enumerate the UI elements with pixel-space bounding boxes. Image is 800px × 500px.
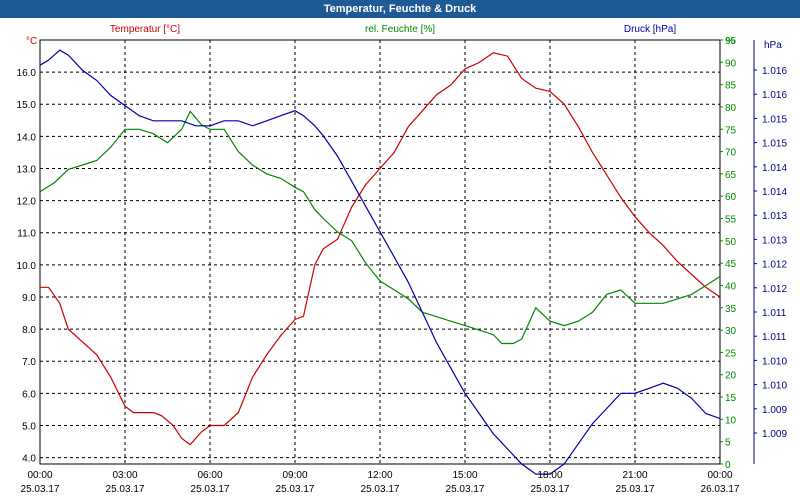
humidity-tick: 75 — [725, 125, 737, 136]
temperature-tick: 10.0 — [17, 261, 37, 272]
temperature-tick: 9.0 — [22, 293, 36, 304]
x-tick-date: 25.03.17 — [276, 484, 315, 495]
temperature-tick: 8.0 — [22, 325, 36, 336]
pressure-tick: 1.012 — [762, 284, 787, 295]
humidity-tick: 70 — [725, 148, 737, 159]
pressure-tick: 1.011 — [762, 308, 787, 319]
pressure-tick: 1.009 — [762, 405, 787, 416]
humidity-tick: 60 — [725, 192, 737, 203]
humidity-tick: 15 — [725, 393, 737, 404]
humidity-tick: 10 — [725, 415, 737, 426]
temperature-tick: 15.0 — [17, 100, 37, 111]
temperature-tick: 12.0 — [17, 197, 37, 208]
pressure-tick: 1.014 — [762, 187, 787, 198]
temperature-tick: 11.0 — [17, 229, 36, 240]
humidity-tick: 5 — [725, 438, 731, 449]
temperature-tick: 16.0 — [17, 68, 37, 79]
x-tick-time: 06:00 — [197, 470, 222, 481]
x-tick-time: 12:00 — [367, 470, 392, 481]
pressure-tick: 1.013 — [762, 211, 787, 222]
humidity-tick: 65 — [725, 170, 737, 181]
x-tick-time: 00:00 — [27, 470, 52, 481]
temperature-tick: 4.0 — [22, 454, 36, 465]
x-tick-time: 15:00 — [452, 470, 477, 481]
x-tick-date: 25.03.17 — [21, 484, 60, 495]
series-title: Temperatur [°C] — [110, 24, 180, 35]
humidity-tick: 85 — [725, 81, 737, 92]
grid — [40, 40, 720, 464]
series-line-temperature — [40, 52, 721, 446]
humidity-tick: 90 — [725, 58, 737, 69]
series-line-humidity — [39, 110, 721, 345]
temperature-tick: 13.0 — [17, 164, 37, 175]
humidity-tick: 55 — [725, 215, 737, 226]
pressure-tick: 1.014 — [762, 163, 787, 174]
humidity-axis-label: % — [726, 36, 735, 47]
x-tick-time: 21:00 — [622, 470, 647, 481]
temperature-tick: 7.0 — [22, 357, 36, 368]
x-tick-date: 26.03.17 — [701, 484, 740, 495]
x-tick-date: 25.03.17 — [616, 484, 655, 495]
x-tick-time: 09:00 — [282, 470, 307, 481]
pressure-axis-label: hPa — [764, 40, 782, 51]
chart-area: 00:00 25.03.17 03:00 25.03.17 06:00 25.03.17 0… — [17, 24, 788, 495]
humidity-tick: 45 — [725, 259, 737, 270]
pressure-tick: 1.010 — [762, 356, 787, 367]
temperature-axis-label: °C — [26, 36, 37, 47]
pressure-tick: 1.011 — [762, 332, 787, 343]
humidity-tick: 30 — [725, 326, 737, 337]
pressure-tick: 1.010 — [762, 381, 787, 392]
x-tick-date: 25.03.17 — [446, 484, 485, 495]
series-title: rel. Feuchte [%] — [365, 24, 435, 35]
x-tick-time: 00:00 — [707, 470, 732, 481]
humidity-tick: 80 — [725, 103, 737, 114]
x-tick-time: 18:00 — [537, 470, 562, 481]
humidity-tick: 50 — [725, 237, 737, 248]
humidity-tick: 35 — [725, 304, 737, 315]
humidity-tick: 25 — [725, 348, 737, 359]
pressure-tick: 1.012 — [762, 260, 787, 271]
pressure-tick: 1.015 — [762, 139, 787, 150]
pressure-tick: 1.016 — [762, 66, 787, 77]
temperature-tick: 5.0 — [22, 421, 36, 432]
x-tick-date: 25.03.17 — [531, 484, 570, 495]
x-tick-date: 25.03.17 — [106, 484, 145, 495]
pressure-tick: 1.013 — [762, 235, 787, 246]
x-tick-date: 25.03.17 — [191, 484, 230, 495]
humidity-tick: 20 — [725, 371, 737, 382]
axis-labels: 00:00 25.03.17 03:00 25.03.17 06:00 25.03.17 0… — [17, 24, 788, 495]
series-line-pressure — [39, 49, 721, 475]
series-title: Druck [hPa] — [624, 24, 676, 35]
pressure-tick: 1.016 — [762, 90, 787, 101]
window-title: Temperatur, Feuchte & Druck — [0, 0, 800, 18]
humidity-tick: 40 — [725, 281, 737, 292]
pressure-tick: 1.015 — [762, 114, 787, 125]
x-tick-time: 03:00 — [112, 470, 137, 481]
humidity-tick: 95 — [725, 36, 737, 47]
x-tick-date: 25.03.17 — [361, 484, 400, 495]
temperature-tick: 6.0 — [22, 389, 36, 400]
temperature-tick: 14.0 — [17, 132, 37, 143]
pressure-tick: 1.009 — [762, 429, 787, 440]
humidity-tick: 0 — [725, 460, 731, 471]
series-lines — [39, 49, 721, 475]
